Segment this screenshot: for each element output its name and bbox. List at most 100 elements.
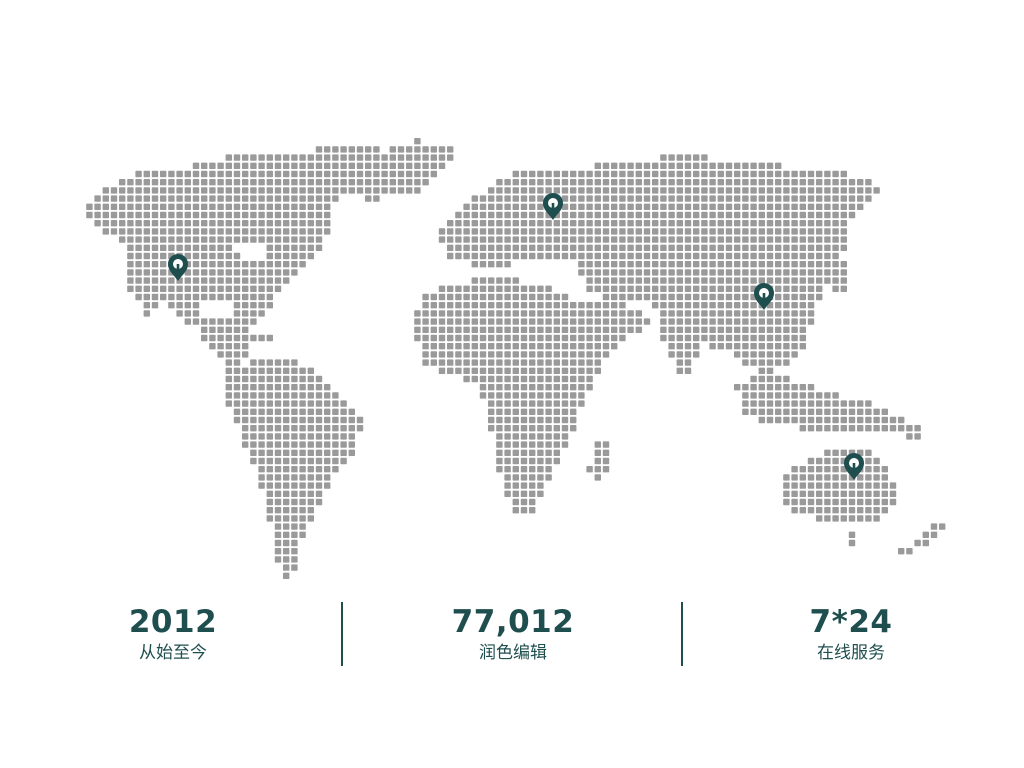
map-dot — [520, 490, 528, 497]
map-dot — [422, 318, 429, 325]
map-dot — [783, 236, 790, 243]
map-dot — [783, 302, 790, 309]
map-dot — [258, 162, 265, 169]
map-dot — [783, 179, 790, 186]
map-dot — [160, 179, 167, 186]
map-dot — [283, 425, 290, 432]
map-dot — [422, 351, 429, 358]
map-dot — [668, 203, 675, 210]
map-dot — [701, 154, 708, 161]
map-dot — [315, 408, 323, 415]
map-dot — [578, 318, 585, 325]
map-dot — [660, 162, 667, 169]
map-dot — [602, 252, 610, 260]
map-dot — [570, 351, 577, 358]
map-dot — [463, 367, 470, 374]
map-dot — [578, 310, 585, 317]
map-dot — [512, 433, 519, 440]
map-dot — [602, 220, 610, 227]
map-dot — [602, 244, 610, 251]
map-dot — [209, 326, 216, 333]
map-dot — [463, 359, 470, 366]
map-dot — [250, 375, 257, 383]
map-dot — [471, 285, 478, 292]
map-dot — [643, 170, 651, 178]
map-dot — [471, 310, 478, 317]
map-dot — [217, 244, 224, 251]
map-dot — [340, 154, 347, 161]
map-dot — [594, 318, 601, 325]
map-dot — [537, 310, 544, 317]
map-dot — [496, 261, 503, 268]
map-dot — [586, 326, 593, 333]
map-dot — [832, 392, 839, 399]
map-dot — [315, 203, 323, 210]
map-dot — [783, 220, 790, 227]
map-dot — [701, 302, 708, 309]
map-dot — [504, 326, 511, 333]
map-dot — [906, 548, 913, 555]
map-dot — [758, 261, 765, 268]
map-dot — [242, 392, 249, 399]
map-dot — [266, 187, 273, 194]
map-dot — [832, 195, 839, 202]
map-dot — [250, 433, 257, 440]
map-dot — [414, 187, 421, 194]
map-dot — [570, 236, 577, 243]
map-dot — [799, 466, 806, 473]
map-dot — [709, 179, 716, 186]
map-dot — [529, 302, 536, 309]
map-dot — [676, 154, 683, 161]
map-dot — [881, 425, 888, 432]
map-dot — [496, 195, 503, 202]
map-dot — [570, 244, 577, 251]
map-dot — [209, 187, 216, 194]
map-dot — [750, 261, 757, 268]
map-dot — [824, 416, 831, 424]
map-dot — [520, 179, 528, 186]
map-dot — [742, 228, 749, 235]
map-dot — [848, 203, 856, 210]
map-dot — [783, 244, 790, 251]
map-dot — [455, 211, 462, 219]
map-dot — [291, 203, 298, 210]
map-dot — [250, 211, 257, 219]
map-dot — [201, 334, 208, 342]
map-dot — [766, 416, 774, 424]
map-dot — [816, 203, 823, 210]
map-dot — [168, 179, 175, 186]
map-dot — [529, 187, 536, 194]
map-dot — [865, 416, 872, 424]
map-dot — [742, 170, 749, 178]
map-dot — [807, 293, 815, 301]
map-dot — [291, 179, 298, 186]
map-dot — [529, 220, 536, 227]
map-dot — [824, 498, 831, 506]
map-dot — [602, 318, 610, 325]
map-dot — [578, 203, 585, 210]
map-dot — [324, 392, 331, 399]
map-dot — [807, 236, 815, 243]
map-dot — [537, 203, 544, 210]
map-dot — [537, 449, 544, 456]
map-dot — [857, 400, 864, 407]
map-dot — [373, 146, 380, 153]
map-dot — [635, 162, 642, 169]
map-dot — [561, 211, 569, 219]
map-dot — [373, 195, 380, 202]
map-dot — [766, 310, 774, 317]
map-dot — [340, 187, 347, 194]
map-dot — [348, 187, 355, 194]
map-dot — [553, 433, 560, 440]
map-dot — [660, 203, 667, 210]
map-dot — [570, 375, 577, 383]
map-dot — [537, 457, 544, 465]
map-dot — [283, 277, 290, 284]
map-dot — [701, 326, 708, 333]
map-dot — [709, 211, 716, 219]
map-dot — [750, 310, 757, 317]
map-dot — [561, 187, 569, 194]
map-dot — [701, 162, 708, 169]
map-dot — [135, 252, 142, 260]
map-dot — [906, 433, 913, 440]
